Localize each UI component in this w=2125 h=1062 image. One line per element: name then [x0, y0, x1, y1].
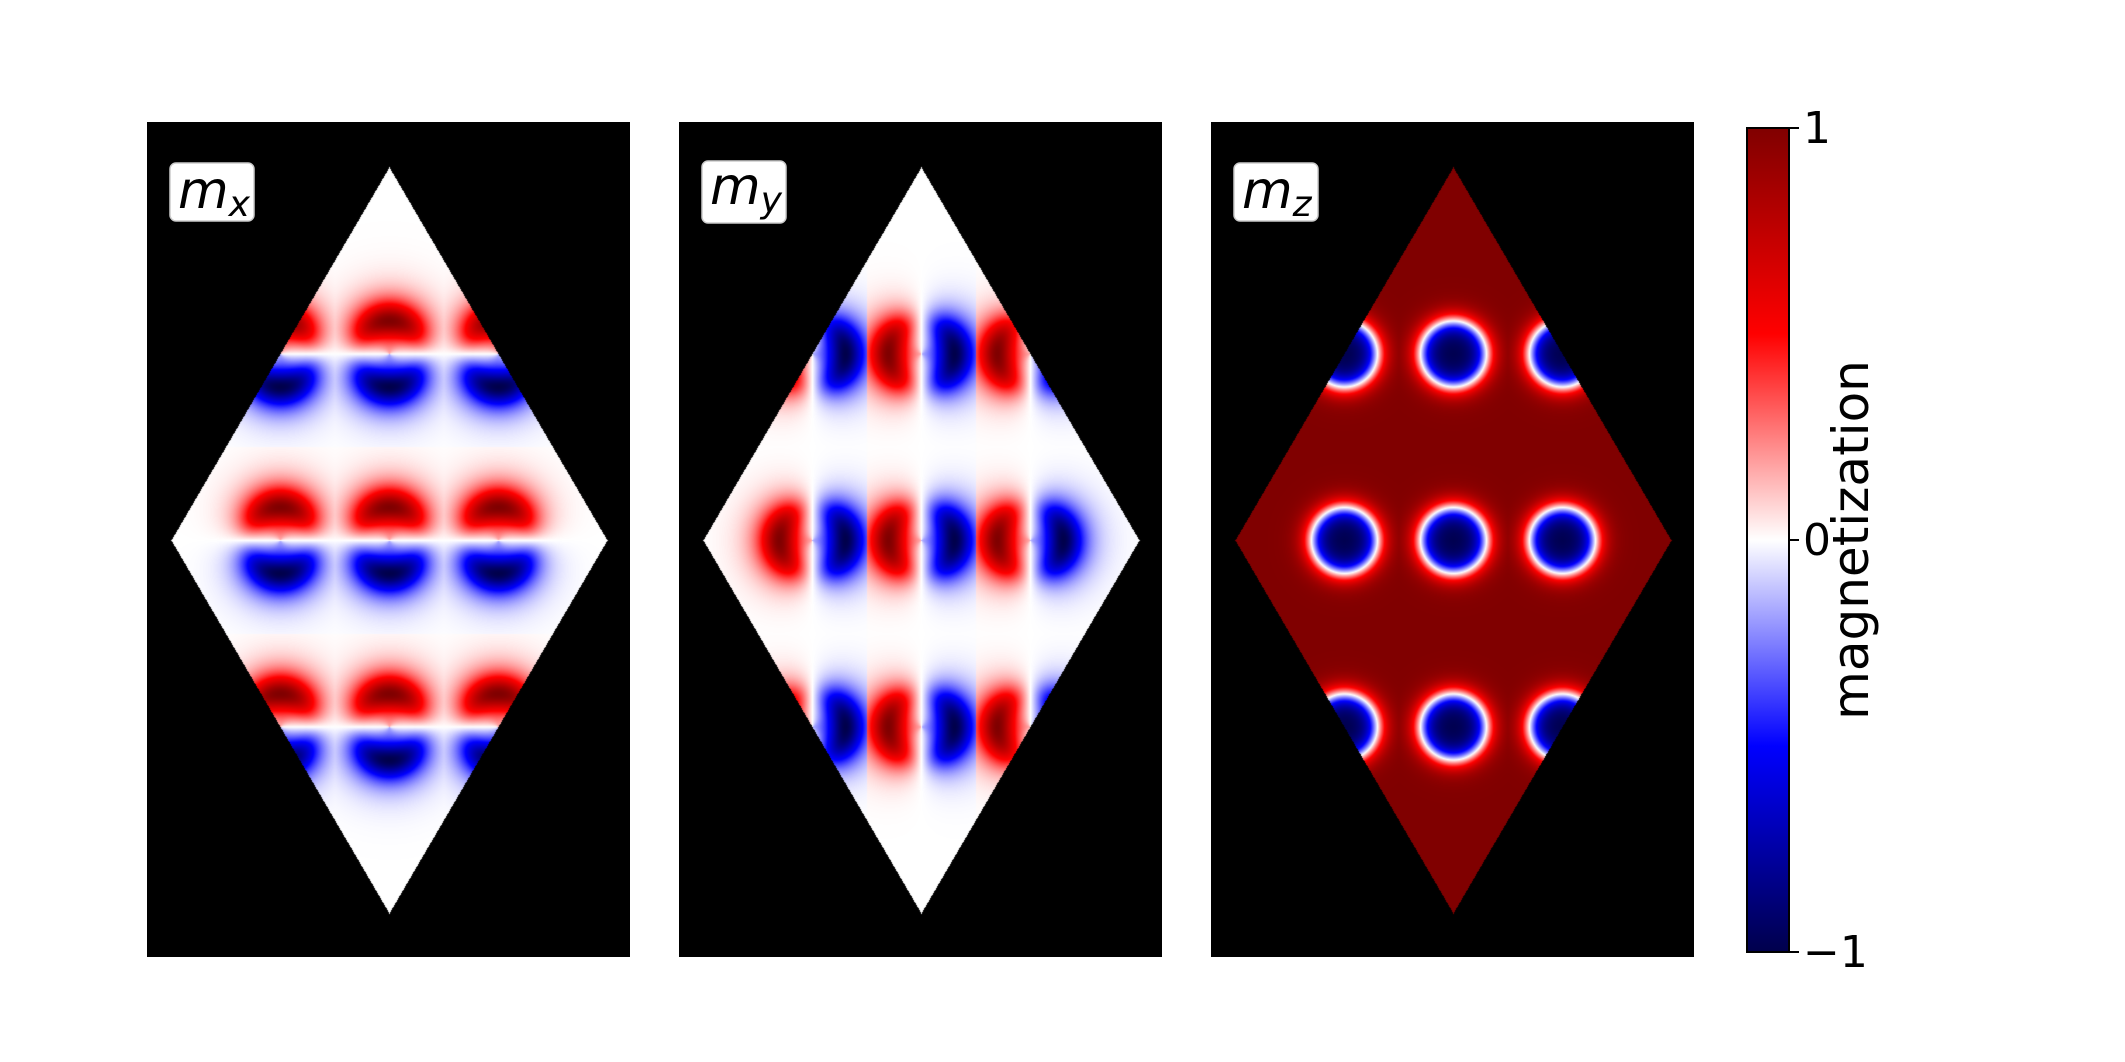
colorbar: 1 0 −1 magnetization: [1746, 103, 1880, 978]
panel-mz: mz: [1211, 122, 1694, 957]
panel-mz-label-box: mz: [1233, 161, 1319, 225]
panel-mx: mx: [147, 122, 630, 957]
colorbar-ticks: 1 0 −1: [1789, 103, 1868, 978]
svg-text:my: my: [710, 157, 783, 221]
colorbar-label: magnetization: [1822, 360, 1880, 720]
svg-text:mx: mx: [178, 161, 251, 225]
panel-mx-label-sub: x: [228, 184, 251, 225]
colorbar-gradient: [1746, 127, 1790, 953]
colorbar-tick-label: 1: [1803, 103, 1831, 154]
panel-mz-heatmap: [1211, 122, 1694, 957]
svg-text:mz: mz: [1242, 161, 1313, 225]
panel-my-label-sub: y: [760, 180, 783, 221]
panel-my-label-base: m: [710, 157, 761, 217]
panel-my-heatmap: [679, 122, 1162, 957]
panel-mx-label-base: m: [178, 161, 229, 221]
panel-mz-label-sub: z: [1292, 184, 1313, 225]
colorbar-tick-label: −1: [1803, 927, 1868, 978]
panel-mz-label-base: m: [1242, 161, 1293, 221]
colorbar-tick-label: 0: [1803, 515, 1831, 566]
panel-mx-heatmap: [147, 122, 630, 957]
panel-mx-label-box: mx: [169, 161, 255, 225]
panel-my-label-box: my: [701, 157, 787, 224]
panel-my: my: [679, 122, 1162, 957]
